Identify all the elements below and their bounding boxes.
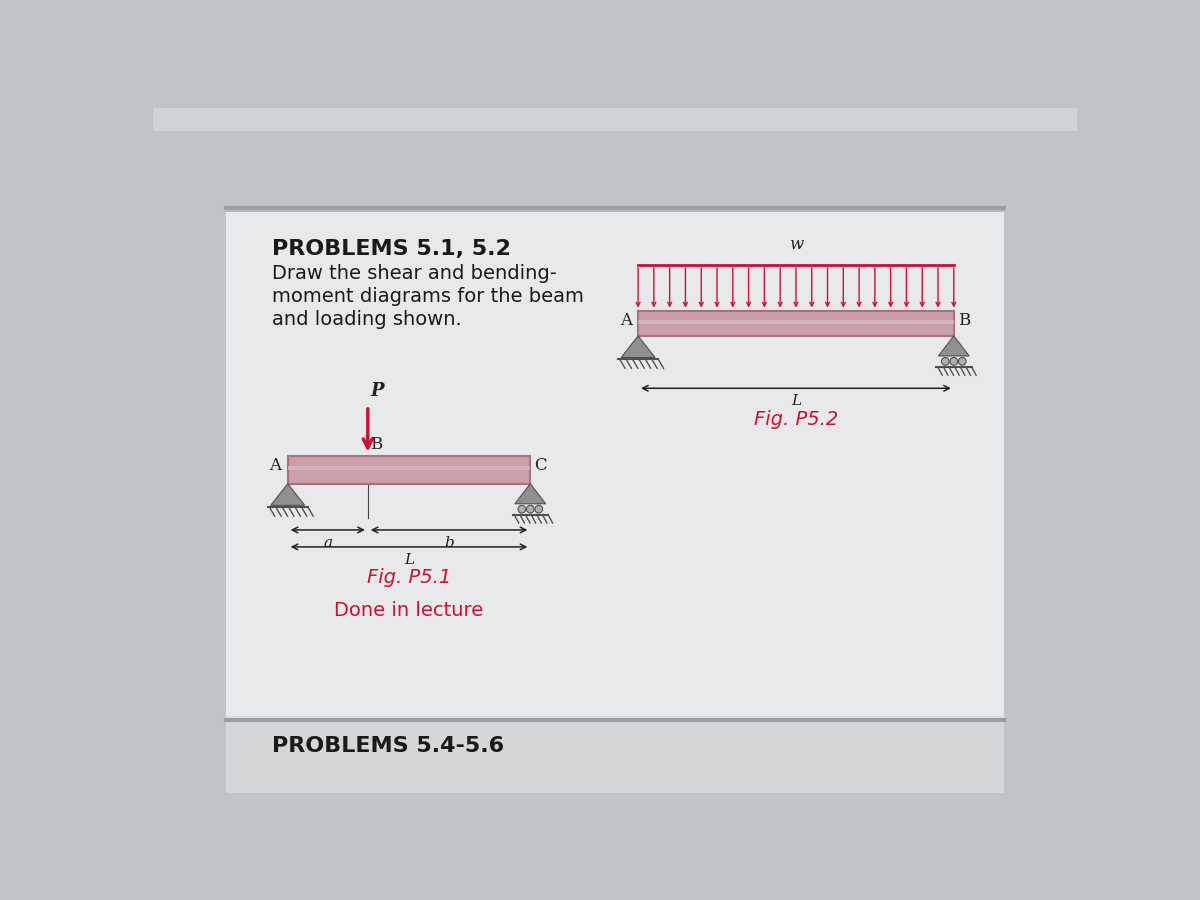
- Text: w: w: [788, 236, 803, 253]
- Text: b: b: [444, 536, 454, 550]
- Text: Draw the shear and bending-: Draw the shear and bending-: [272, 264, 557, 283]
- Text: Fig. P5.2: Fig. P5.2: [754, 410, 838, 428]
- Circle shape: [527, 505, 534, 513]
- Circle shape: [535, 505, 542, 513]
- Polygon shape: [271, 484, 305, 505]
- Circle shape: [518, 505, 526, 513]
- Bar: [154, 108, 1078, 131]
- Text: B: B: [958, 312, 970, 329]
- Text: A: A: [620, 312, 632, 329]
- Text: P: P: [371, 382, 384, 400]
- Bar: [288, 466, 530, 470]
- Text: L: L: [404, 554, 414, 567]
- Text: C: C: [534, 457, 547, 473]
- Polygon shape: [515, 484, 546, 504]
- Bar: [638, 320, 954, 324]
- Text: A: A: [270, 457, 282, 473]
- Text: Done in lecture: Done in lecture: [335, 601, 484, 620]
- Polygon shape: [622, 336, 655, 357]
- Text: Fig. P5.1: Fig. P5.1: [367, 569, 451, 588]
- Text: L: L: [791, 394, 802, 409]
- Text: PROBLEMS 5.1, 5.2: PROBLEMS 5.1, 5.2: [272, 238, 511, 259]
- Circle shape: [942, 357, 949, 365]
- Text: a: a: [323, 536, 332, 550]
- Circle shape: [959, 357, 966, 365]
- Text: PROBLEMS 5.4-5.6: PROBLEMS 5.4-5.6: [272, 735, 504, 756]
- Text: moment diagrams for the beam: moment diagrams for the beam: [272, 286, 584, 306]
- Bar: [288, 456, 530, 484]
- Circle shape: [950, 357, 958, 365]
- Text: B: B: [370, 436, 383, 453]
- Bar: [638, 311, 954, 336]
- Polygon shape: [938, 336, 970, 356]
- Bar: [226, 720, 1004, 793]
- Bar: [226, 208, 1004, 720]
- Text: and loading shown.: and loading shown.: [272, 310, 462, 328]
